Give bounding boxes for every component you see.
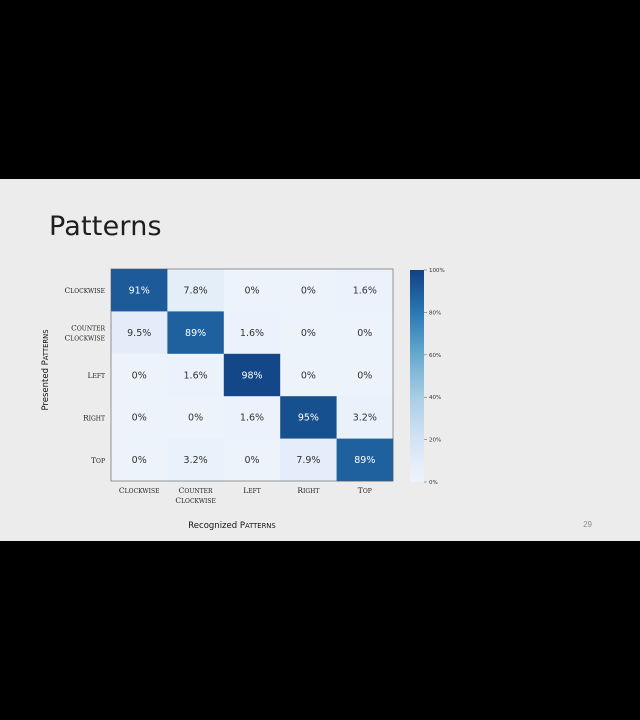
heatmap-cell xyxy=(111,269,168,312)
slide: Patterns 91% 7.8% 0% 0% 1.6% 9.5% 89% 1.6% 0% 0% 0… xyxy=(0,179,640,541)
row-tick-label: TOP xyxy=(91,456,105,465)
colorbar-tick-label: 60% xyxy=(429,353,441,359)
row-tick-label: CLOCKWISE xyxy=(64,286,105,295)
heatmap-cell xyxy=(167,396,225,439)
colorbar-tick-label: 40% xyxy=(429,395,441,401)
cell-value-label: 0% xyxy=(188,413,203,424)
cell-value-label: 0% xyxy=(301,370,316,381)
heatmap-cell xyxy=(111,311,168,355)
heatmap-frame xyxy=(110,268,394,482)
cell-value-label: 0% xyxy=(132,413,147,424)
x-axis-title: Recognized PATTERNS xyxy=(188,521,275,531)
row-tick-label: RIGHT xyxy=(83,413,105,422)
cell-value-label: 7.9% xyxy=(296,455,320,466)
cell-value-label: 89% xyxy=(185,328,206,339)
heatmap-cell xyxy=(167,311,225,355)
cell-value-label: 1.6% xyxy=(353,286,377,297)
colorbar-tick-label: 80% xyxy=(429,310,441,316)
heatmap-cell xyxy=(280,396,337,439)
colorbar-tick-label: 100% xyxy=(429,268,445,274)
cell-value-label: 1.6% xyxy=(240,328,264,339)
heatmap-cell xyxy=(111,438,168,482)
heatmap-cell xyxy=(167,353,225,397)
heatmap-cell xyxy=(223,311,281,355)
heatmap-cell xyxy=(336,353,394,397)
column-tick-label: TOP xyxy=(358,486,372,495)
heatmap-cell xyxy=(336,311,394,355)
row-tick-label: CLOCKWISE xyxy=(64,334,105,343)
cell-value-label: 7.8% xyxy=(184,286,208,297)
confusion-matrix-chart: 91% 7.8% 0% 0% 1.6% 9.5% 89% 1.6% 0% 0% 0% 1.6% 98% 0… xyxy=(41,268,445,531)
cell-value-label: 3.2% xyxy=(184,455,208,466)
cell-value-label: 0% xyxy=(132,370,147,381)
cell-value-label: 95% xyxy=(298,413,319,424)
colorbar-tick-label: 0% xyxy=(429,480,438,486)
column-tick-label: LEFT xyxy=(243,486,261,495)
heatmap-cell xyxy=(280,311,337,355)
cell-value-label: 98% xyxy=(241,370,262,381)
cell-value-label: 91% xyxy=(129,286,150,297)
row-tick-label: LEFT xyxy=(87,371,105,380)
heatmap-cell xyxy=(280,438,337,482)
cell-value-label: 0% xyxy=(357,328,372,339)
heatmap-cell xyxy=(223,396,281,439)
cell-value-label: 1.6% xyxy=(240,413,264,424)
heatmap-cell xyxy=(336,396,394,439)
cell-value-label: 1.6% xyxy=(184,370,208,381)
cell-value-label: 3.2% xyxy=(353,413,377,424)
slide-title: Patterns xyxy=(49,211,162,242)
heatmap-cell xyxy=(111,353,168,397)
heatmap-cell xyxy=(167,269,225,312)
cell-value-label: 0% xyxy=(244,286,259,297)
cell-value-label: 0% xyxy=(132,455,147,466)
page-number: 29 xyxy=(583,520,592,529)
cell-value-label: 0% xyxy=(301,286,316,297)
heatmap-cell xyxy=(111,396,168,439)
heatmap-cell xyxy=(280,353,337,397)
heatmap-cell xyxy=(167,438,225,482)
heatmap-cell xyxy=(336,269,394,312)
cell-value-label: 0% xyxy=(357,370,372,381)
colorbar xyxy=(410,270,424,482)
row-tick-label: COUNTER xyxy=(71,324,105,333)
cell-value-label: 0% xyxy=(244,455,259,466)
cell-value-label: 0% xyxy=(301,328,316,339)
heatmap-cell xyxy=(280,269,337,312)
heatmap-cell xyxy=(223,438,281,482)
cell-value-label: 89% xyxy=(354,455,375,466)
cell-value-label: 9.5% xyxy=(127,328,151,339)
y-axis-title: Presented PATTERNS xyxy=(41,329,51,410)
column-tick-label: COUNTER xyxy=(179,486,213,495)
column-tick-label: CLOCKWISE xyxy=(175,496,216,505)
heatmap-cell xyxy=(223,353,281,397)
heatmap-cell xyxy=(223,269,281,312)
heatmap-cell xyxy=(336,438,394,482)
colorbar-tick-label: 20% xyxy=(429,438,441,444)
column-tick-label: CLOCKWISE xyxy=(119,486,160,495)
column-tick-label: RIGHT xyxy=(297,486,319,495)
